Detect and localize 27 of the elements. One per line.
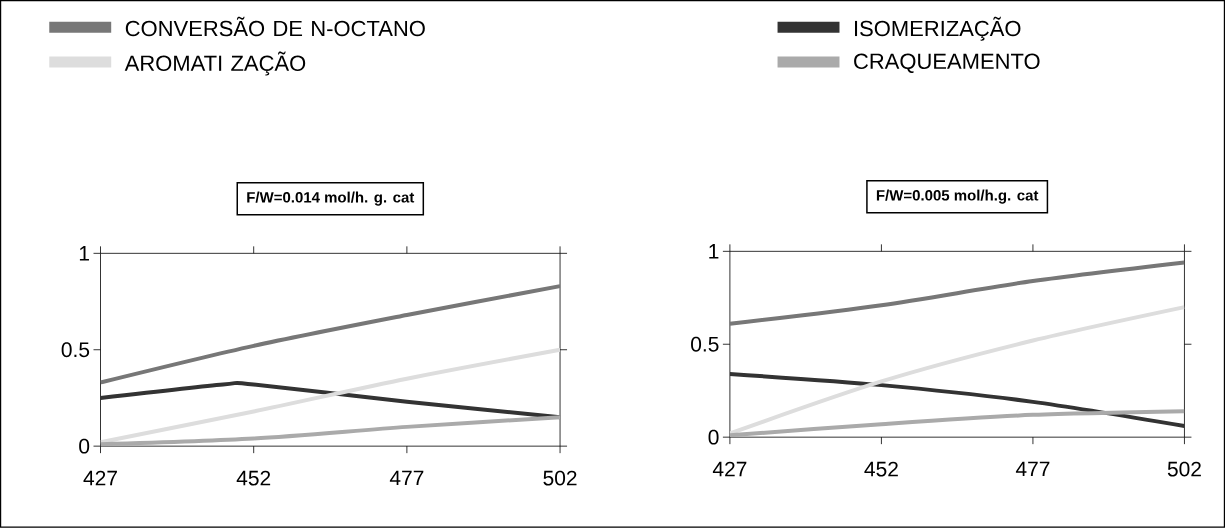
y-tick-label: 0 [79, 438, 90, 454]
legend-label: CONVERSÃO DE N-OCTANO [125, 16, 425, 37]
legend-label: CRAQUEAMENTO [854, 53, 1040, 74]
legend-label: AROMATI ZAÇÃO [124, 51, 306, 76]
legend-label: ISOMERIZAÇÃO [855, 16, 1021, 41]
line-series [100, 347, 561, 445]
x-tick-label: 452 [236, 470, 271, 486]
line-series [729, 260, 1185, 326]
line-series [100, 284, 561, 385]
line-series [729, 409, 1185, 438]
x-tick-label: 502 [1167, 461, 1201, 477]
x-tick-label: 477 [389, 470, 424, 486]
y-tick-label: 1 [79, 246, 89, 261]
y-tick-label: 0.5 [691, 336, 719, 352]
x-tick-label: 427 [83, 470, 117, 486]
line-series [100, 415, 561, 447]
chart-title: F/W=0.005 mol/h.g. cat [876, 189, 1039, 204]
x-tick-label: 452 [864, 461, 898, 477]
x-tick-label: 427 [712, 461, 747, 477]
chart-title: F/W=0.014 mol/h. g. cat [247, 191, 415, 206]
y-tick-label: 0.5 [61, 342, 90, 358]
x-tick-label: 502 [543, 470, 577, 486]
x-tick-label: 477 [1015, 461, 1050, 477]
line-series [729, 372, 1185, 429]
line-series [729, 305, 1185, 436]
y-tick-label: 1 [709, 244, 719, 259]
y-tick-label: 0 [708, 429, 719, 445]
